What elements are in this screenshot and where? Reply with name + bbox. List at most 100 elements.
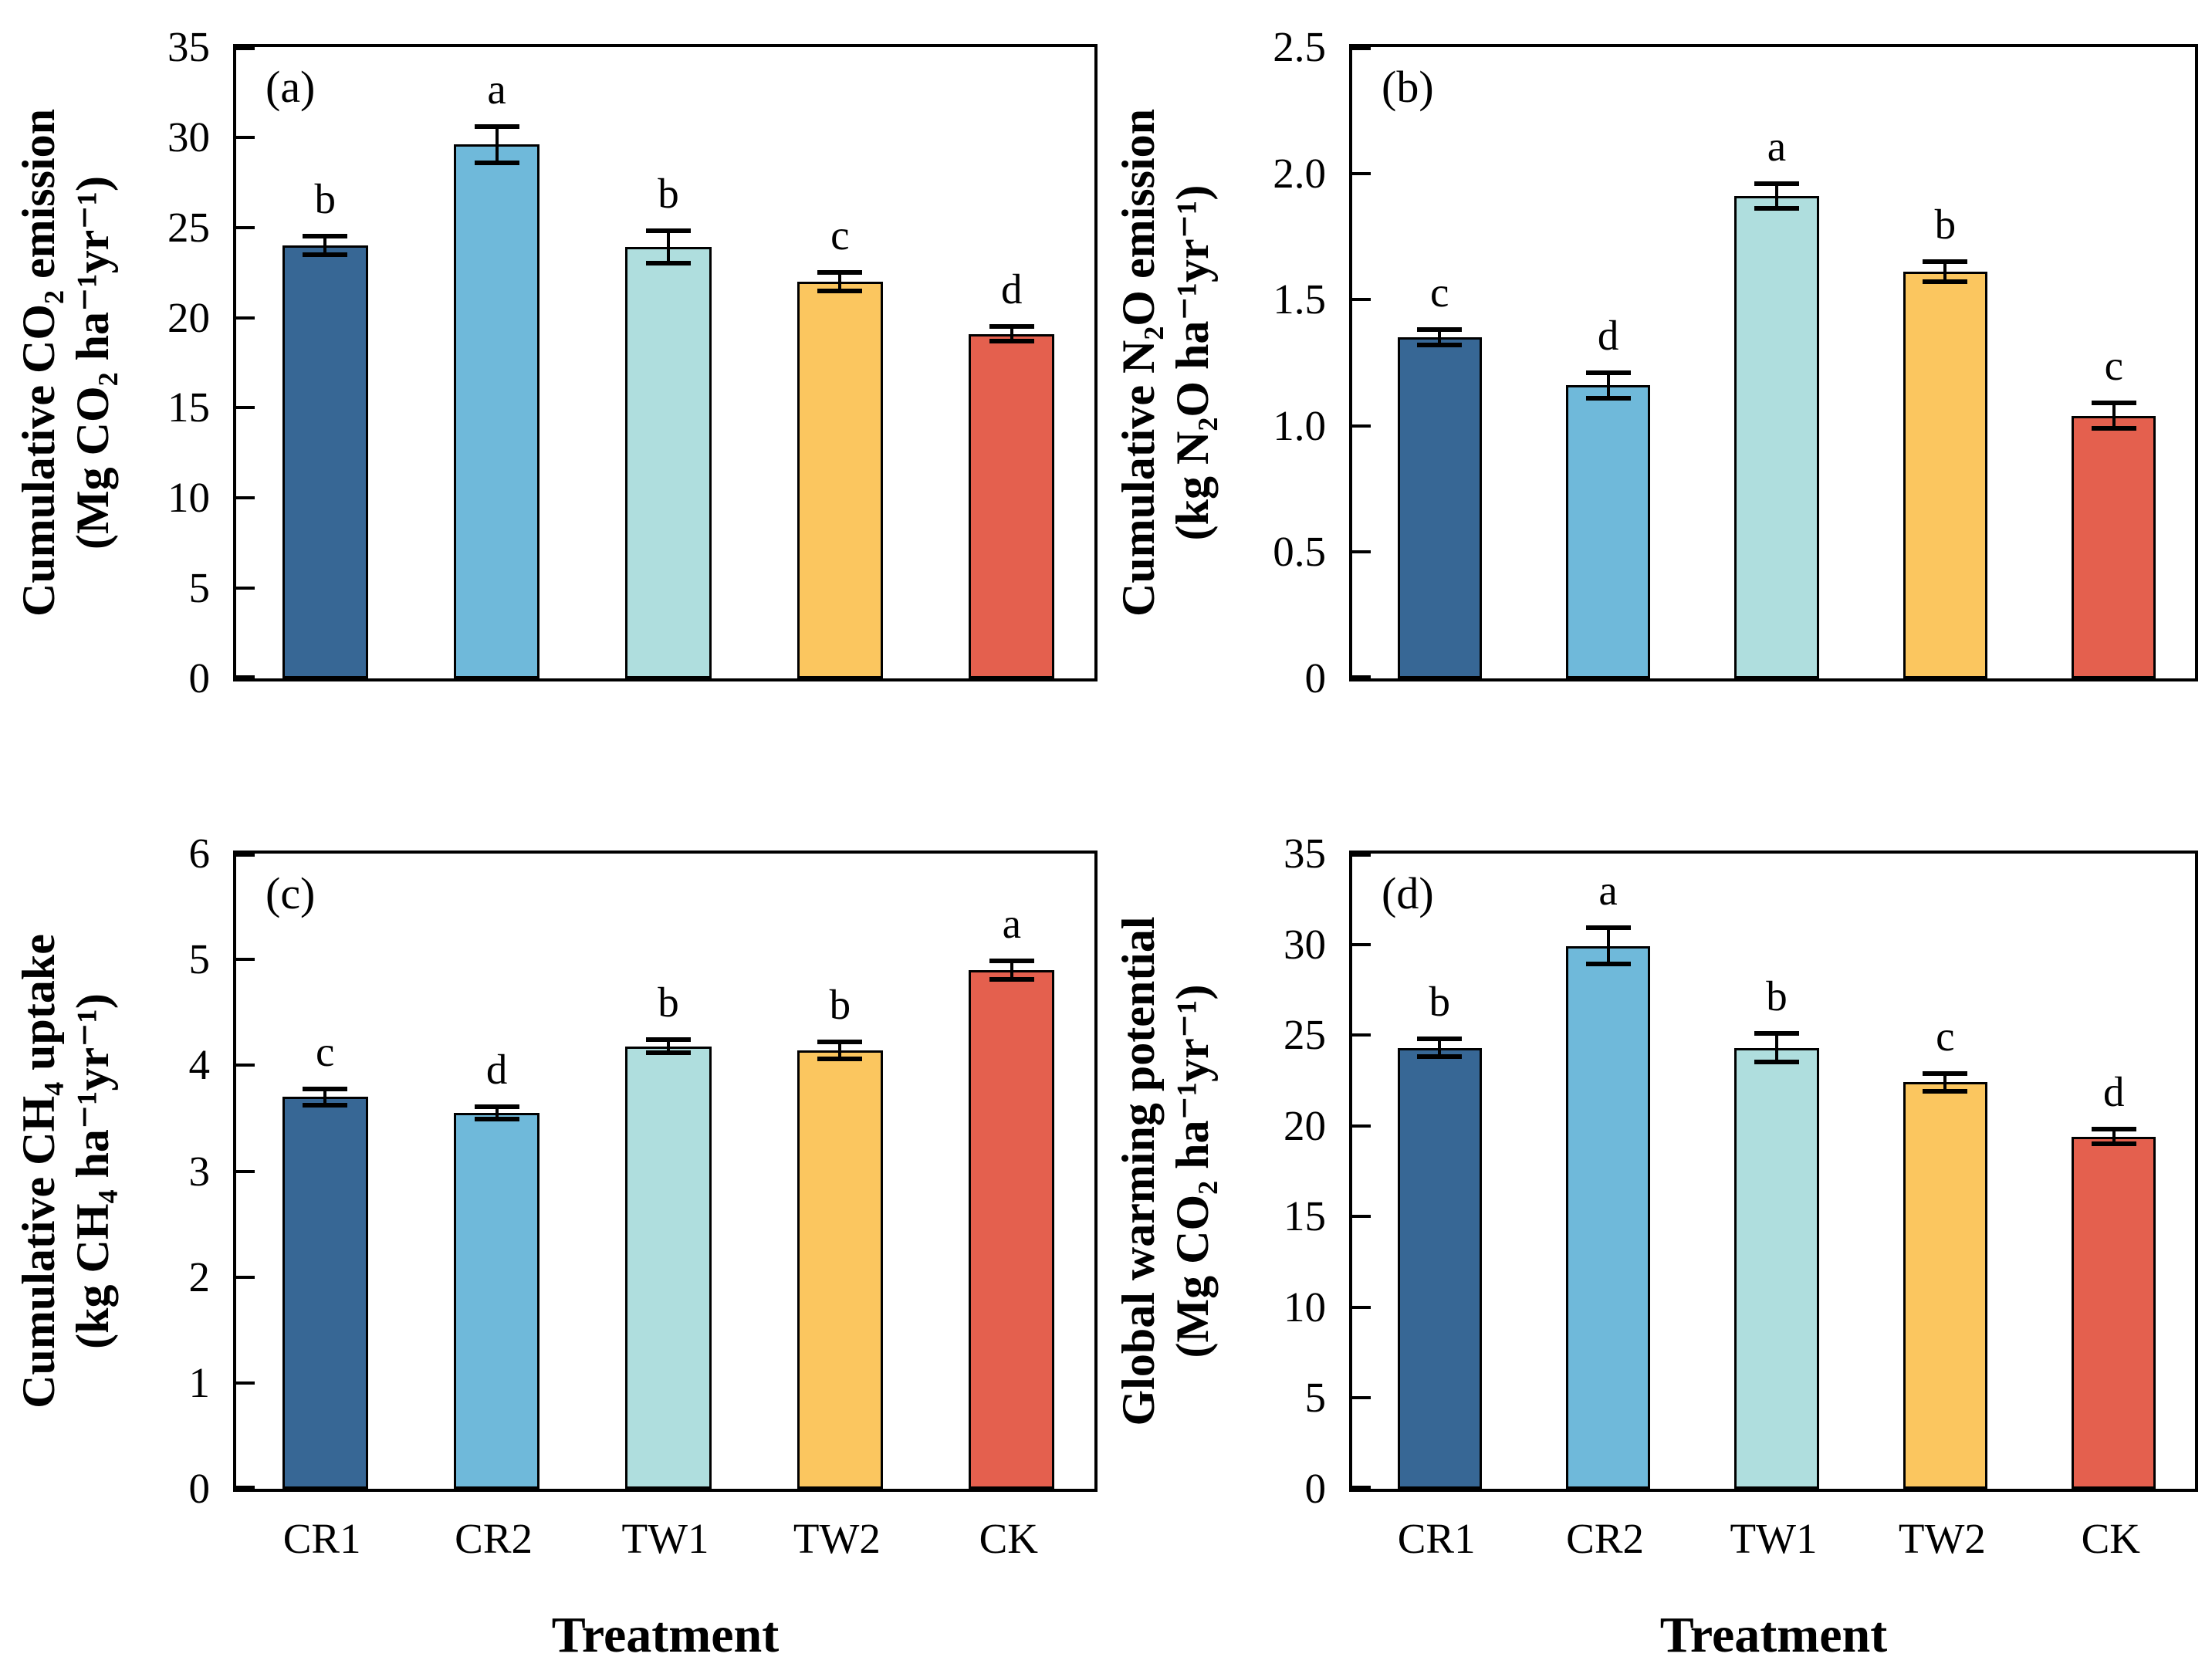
error-bar	[1606, 928, 1610, 965]
y-tick-label: 2	[188, 1253, 211, 1300]
y-tick	[236, 1275, 255, 1279]
error-bar-cap-top	[1585, 925, 1631, 931]
x-tick-label-TW1: TW1	[621, 1515, 709, 1562]
error-bar-cap-bottom	[989, 338, 1034, 343]
bar-TW2	[1903, 1082, 1987, 1489]
error-bar	[667, 1040, 670, 1053]
error-bar	[323, 236, 327, 255]
error-bar	[495, 126, 499, 163]
sig-letter: d	[485, 1045, 508, 1093]
y-tick	[236, 47, 255, 50]
panel-tag: (c)	[266, 868, 316, 918]
error-bar	[1775, 1033, 1778, 1063]
error-bar-cap-top	[303, 1086, 348, 1091]
error-bar-cap-top	[817, 270, 863, 276]
error-bar-cap-bottom	[1923, 279, 1968, 285]
plot-area-d: (d) b a b c d	[1349, 851, 2198, 1492]
y-tick-label: 15	[167, 384, 210, 431]
error-bar-cap-bottom	[817, 1057, 863, 1062]
error-bar-cap-top	[989, 324, 1034, 330]
y-tick-label: 2.5	[1273, 23, 1326, 70]
error-bar-cap-bottom	[646, 261, 691, 266]
error-bar-cap-top	[2091, 1127, 2136, 1132]
y-tick	[236, 958, 255, 962]
y-tick	[236, 854, 255, 857]
bar-TW1	[625, 1046, 712, 1489]
sig-letter: b	[658, 979, 679, 1026]
error-bar-cap-bottom	[303, 1103, 348, 1108]
x-tick-label-TW2: TW2	[1898, 1515, 1986, 1562]
sig-letter: b	[658, 170, 679, 218]
y-tick	[1352, 942, 1371, 946]
error-bar-cap-top	[817, 1040, 863, 1045]
sig-letter: d	[2103, 1068, 2125, 1116]
plot-area-a: (a) b a b c d	[233, 44, 1098, 681]
x-axis-title: Treatment	[551, 1607, 780, 1663]
y-tick-label: 25	[167, 203, 210, 251]
error-bar	[838, 1042, 842, 1060]
error-bar	[1010, 960, 1013, 980]
error-bar-cap-bottom	[474, 1117, 519, 1122]
bar-TW2	[797, 281, 883, 678]
error-bar-cap-bottom	[1417, 1054, 1463, 1060]
sig-letter: c	[2104, 342, 2123, 390]
y-tick-label: 0	[188, 1465, 211, 1512]
sig-letter: b	[829, 981, 851, 1029]
sig-letter: a	[1598, 867, 1618, 915]
bar-CK	[969, 333, 1055, 678]
y-tick-label: 5	[188, 935, 211, 983]
error-bar	[1943, 1073, 1947, 1092]
y-tick-label: 20	[167, 293, 210, 341]
error-bar	[667, 231, 670, 264]
error-bar-cap-top	[474, 123, 519, 129]
plot-area-c: (c) c d b b a	[233, 851, 1098, 1492]
bar-CR2	[1566, 945, 1651, 1489]
error-bar-cap-top	[2091, 401, 2136, 406]
error-bar-cap-top	[1417, 327, 1463, 333]
y-tick	[1352, 1215, 1371, 1219]
error-bar-cap-bottom	[1585, 395, 1631, 401]
x-tick-label-CK: CK	[2081, 1515, 2140, 1562]
bar-CK	[2072, 1136, 2156, 1489]
sig-letter: c	[1936, 1012, 1955, 1060]
x-tick-label-CR2: CR2	[455, 1515, 533, 1562]
y-tick-label: 10	[167, 474, 210, 522]
sig-letter: b	[1934, 201, 1957, 249]
error-bar-cap-top	[1417, 1036, 1463, 1041]
y-tick	[236, 225, 255, 229]
y-tick	[1352, 1124, 1371, 1128]
sig-letter: d	[1001, 265, 1023, 313]
y-tick	[1352, 1396, 1371, 1400]
sig-letter: d	[1597, 312, 1619, 360]
sig-letter: b	[1429, 977, 1450, 1025]
error-bar-cap-bottom	[1417, 343, 1463, 348]
bar-TW2	[1903, 272, 1987, 678]
y-tick-label: 2.0	[1273, 149, 1326, 197]
y-tick	[1352, 1486, 1371, 1489]
x-tick-label-CR1: CR1	[282, 1515, 361, 1562]
y-tick	[1352, 47, 1371, 50]
y-tick	[1352, 171, 1371, 175]
sig-letter: a	[1767, 122, 1787, 170]
error-bar-cap-bottom	[303, 252, 348, 257]
sig-letter: c	[830, 211, 850, 259]
panel-tag: (a)	[266, 62, 316, 112]
y-tick	[236, 1169, 255, 1173]
bar-TW1	[1734, 196, 1819, 678]
error-bar-cap-bottom	[2091, 426, 2136, 431]
error-bar-cap-bottom	[1754, 206, 1799, 211]
x-tick-label-CR1: CR1	[1397, 1515, 1476, 1562]
y-tick	[236, 496, 255, 500]
error-bar-cap-bottom	[1585, 962, 1631, 967]
y-tick-label: 30	[167, 113, 210, 161]
y-tick	[1352, 675, 1371, 678]
x-tick-label-CR2: CR2	[1566, 1515, 1645, 1562]
y-tick-label: 0	[1304, 1465, 1327, 1512]
y-tick	[236, 1064, 255, 1067]
sig-letter: a	[487, 65, 506, 113]
plot-area-b: (b) c d a b c	[1349, 44, 2198, 681]
error-bar	[1943, 262, 1947, 282]
x-tick-label-TW2: TW2	[793, 1515, 881, 1562]
